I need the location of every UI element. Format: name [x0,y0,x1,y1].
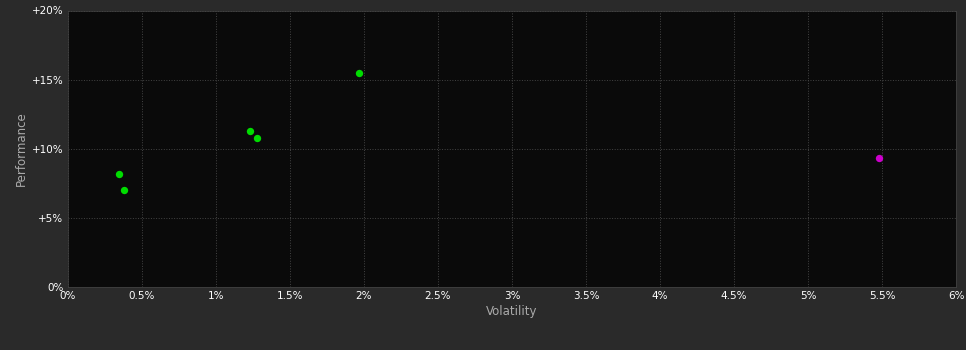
Point [249,135,265,140]
Point [112,171,128,176]
X-axis label: Volatility: Volatility [486,305,538,318]
Point [871,156,887,161]
Point [242,128,258,134]
Point [352,70,367,76]
Point [116,188,131,193]
Y-axis label: Performance: Performance [14,111,28,186]
